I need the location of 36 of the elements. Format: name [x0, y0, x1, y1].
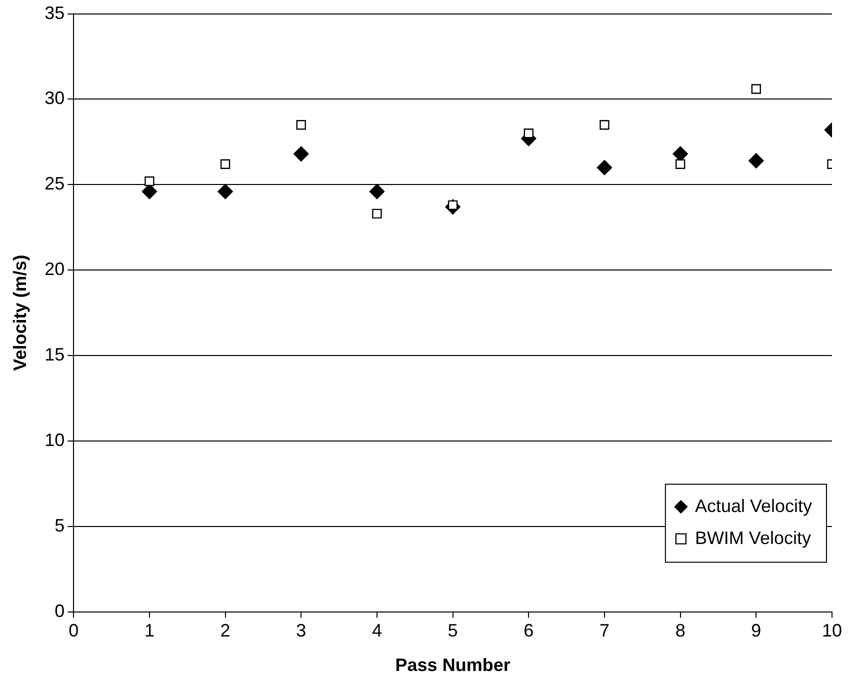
y-tick-label: 30 — [44, 88, 65, 108]
x-tick-label: 9 — [751, 620, 762, 641]
point — [369, 184, 385, 200]
x-tick-label: 2 — [220, 620, 230, 641]
x-axis-title: Pass Number — [395, 655, 510, 676]
x-tick-label: 10 — [822, 620, 842, 641]
point — [218, 184, 233, 200]
x-tick-label: 1 — [144, 620, 154, 641]
y-tick-label: 35 — [44, 2, 65, 23]
point — [220, 159, 230, 169]
point — [600, 120, 610, 130]
x-tick-label: 6 — [524, 620, 534, 641]
y-tick-label: 0 — [54, 600, 65, 621]
point — [144, 176, 154, 186]
point — [294, 146, 309, 162]
legend-label: BWIM Velocity — [694, 528, 811, 548]
x-tick-label: 0 — [68, 620, 79, 641]
legend-label: Actual Velocity — [694, 496, 812, 516]
point — [748, 153, 764, 168]
y-tick-label: 25 — [44, 174, 65, 194]
y-axis-title: Velocity (m/s) — [10, 254, 30, 371]
point — [596, 160, 612, 176]
x-tick-label: 7 — [599, 620, 610, 641]
x-tick-label: 4 — [372, 620, 382, 641]
x-tick-label: 8 — [675, 620, 686, 641]
y-tick-label: 10 — [44, 430, 65, 450]
y-tick-label: 15 — [44, 344, 65, 364]
point — [751, 84, 762, 94]
point — [296, 120, 306, 130]
y-tick-label: 5 — [54, 515, 65, 536]
point — [675, 159, 686, 169]
x-tick-label: 5 — [448, 620, 458, 641]
point — [372, 208, 382, 219]
y-tick-label: 20 — [44, 259, 65, 280]
point — [524, 128, 534, 138]
x-tick-label: 3 — [296, 620, 306, 641]
